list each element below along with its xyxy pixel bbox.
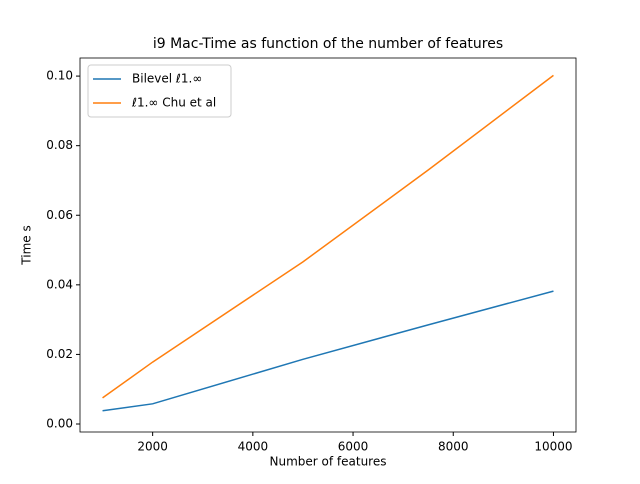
x-tick-label: 6000 (338, 440, 369, 454)
y-tick-label: 0.06 (46, 208, 73, 222)
series-line (102, 74, 554, 399)
x-tick-label: 4000 (238, 440, 269, 454)
legend-label: Bilevel ℓ1.∞ (132, 72, 202, 86)
y-tick-label: 0.04 (46, 277, 73, 291)
legend-label: ℓ1.∞ Chu et al (131, 96, 216, 110)
series-line (102, 290, 554, 412)
y-tick-label: 0.02 (46, 347, 73, 361)
plot-frame (79, 57, 577, 433)
x-axis-label: Number of features (270, 455, 387, 469)
legend-box (87, 64, 232, 118)
y-tick-label: 0.00 (46, 416, 73, 430)
y-tick-label: 0.08 (46, 138, 73, 152)
x-tick-label: 2000 (137, 440, 168, 454)
chart-title: i9 Mac-Time as function of the number of… (153, 36, 503, 52)
x-tick-label: 8000 (438, 440, 469, 454)
x-tick-label: 10000 (534, 440, 572, 454)
y-axis-label: Time s (20, 225, 34, 265)
y-tick-label: 0.10 (46, 69, 73, 83)
